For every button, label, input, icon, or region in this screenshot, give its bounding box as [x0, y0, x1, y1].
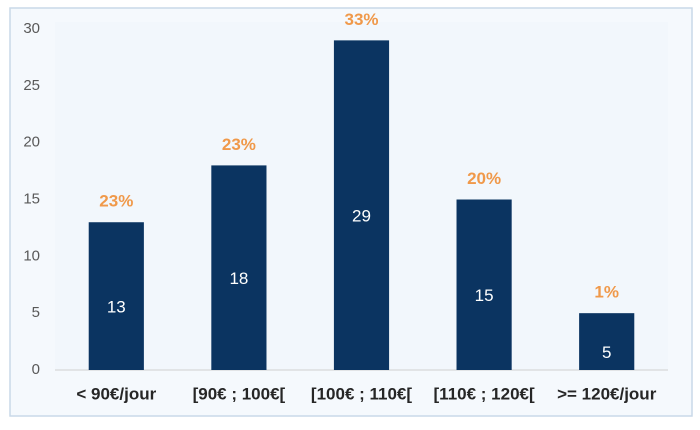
y-tick-label: 20: [23, 134, 40, 151]
bar: [211, 165, 267, 370]
value-label: 13: [107, 298, 126, 317]
bar: [333, 40, 390, 370]
x-tick-label: [90€ ; 100€[: [193, 384, 286, 403]
percent-label: 33%: [344, 10, 378, 29]
value-label: 15: [475, 286, 494, 305]
value-label: 5: [602, 343, 611, 362]
percent-label: 20%: [467, 169, 501, 188]
percent-label: 23%: [99, 192, 133, 211]
value-label: 18: [229, 269, 248, 288]
x-tick-label: [100€ ; 110€[: [311, 384, 412, 403]
x-tick-label: >= 120€/jour: [557, 384, 657, 403]
bar: [88, 222, 144, 370]
value-label: 29: [352, 207, 371, 226]
percent-label: 1%: [594, 283, 619, 302]
y-tick-label: 25: [23, 77, 40, 94]
y-tick-label: 10: [23, 247, 40, 264]
y-tick-label: 5: [32, 304, 40, 321]
x-tick-label: [110€ ; 120€[: [434, 384, 535, 403]
y-tick-label: 30: [23, 20, 40, 37]
y-tick-label: 15: [23, 190, 40, 207]
bar: [456, 199, 512, 370]
bar: [579, 313, 635, 370]
x-tick-label: < 90€/jour: [76, 384, 156, 403]
percent-label: 23%: [222, 135, 256, 154]
y-tick-label: 0: [32, 361, 40, 378]
